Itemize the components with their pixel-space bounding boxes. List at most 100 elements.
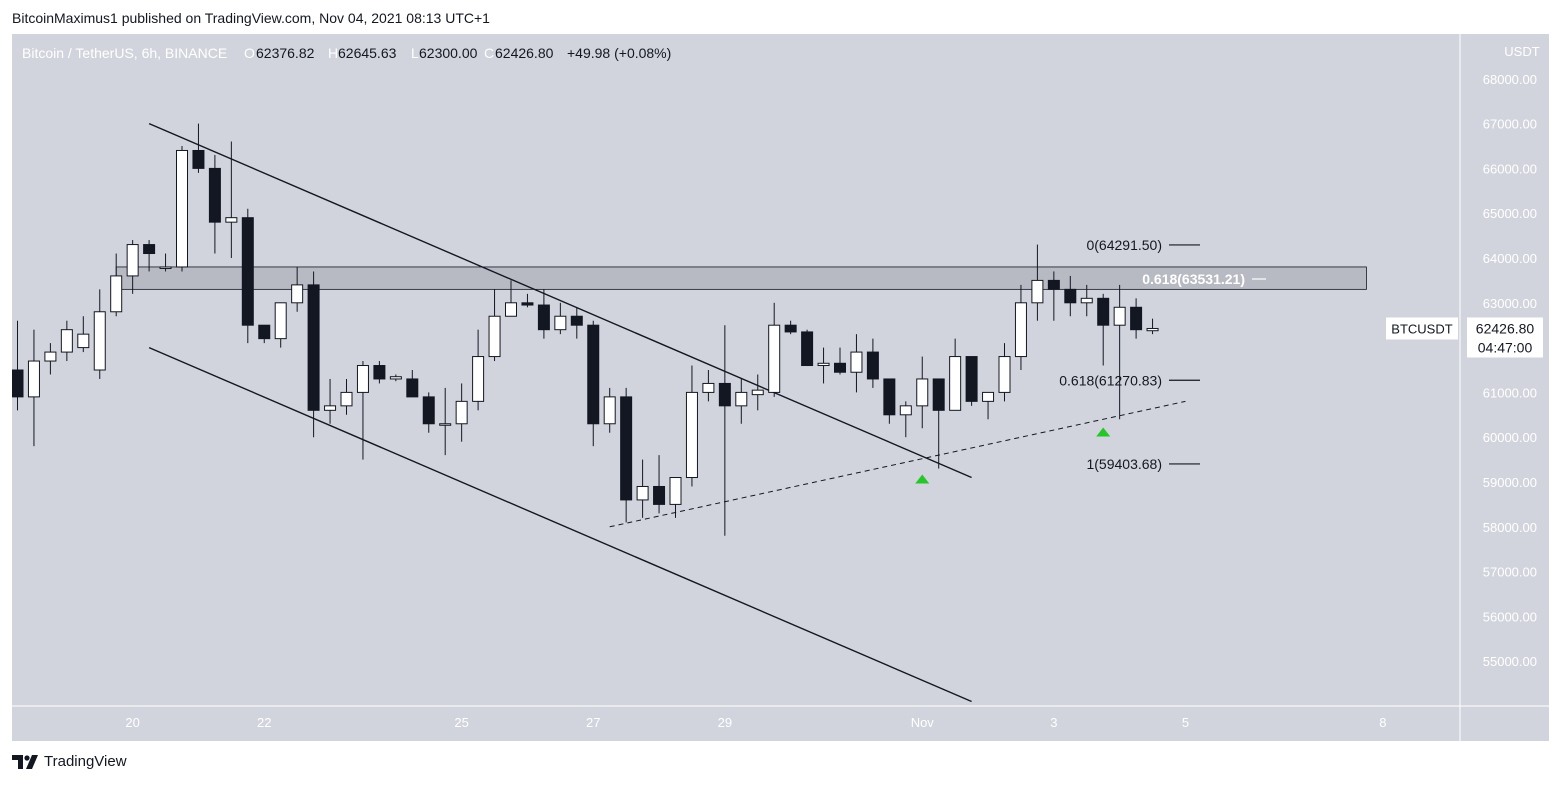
candle[interactable] <box>554 302 567 335</box>
candle[interactable] <box>1113 284 1126 420</box>
candle[interactable] <box>965 356 978 406</box>
candle[interactable] <box>620 387 633 523</box>
candle[interactable] <box>751 374 764 411</box>
candle[interactable] <box>192 123 205 173</box>
candle[interactable] <box>850 334 863 393</box>
candle[interactable] <box>126 240 139 294</box>
candle[interactable] <box>817 347 830 384</box>
candle-body <box>949 356 962 411</box>
channel-line-0[interactable] <box>148 122 972 479</box>
candle-body <box>570 315 583 326</box>
candle[interactable] <box>324 378 337 424</box>
candle[interactable] <box>274 302 287 348</box>
candle-body <box>669 477 682 505</box>
candle-body <box>159 266 172 269</box>
candle[interactable] <box>27 329 40 447</box>
x-tick-label: 20 <box>125 715 139 730</box>
candle[interactable] <box>1080 284 1093 317</box>
candle[interactable] <box>801 329 814 367</box>
candle[interactable] <box>340 378 353 415</box>
candle[interactable] <box>93 289 106 379</box>
candle[interactable] <box>982 391 995 420</box>
candle[interactable] <box>307 271 320 438</box>
candle-body <box>768 324 781 393</box>
candle[interactable] <box>521 293 534 308</box>
fib-label: 1(59403.68) <box>1086 456 1162 472</box>
candle[interactable] <box>373 361 386 384</box>
candle[interactable] <box>60 320 73 362</box>
candle[interactable] <box>422 392 435 433</box>
candle-body <box>603 396 616 425</box>
candle-body <box>1031 279 1044 304</box>
publish-line: BitcoinMaximus1 published on TradingView… <box>12 10 490 26</box>
high-label: H <box>328 45 338 61</box>
candle[interactable] <box>225 141 238 258</box>
candle[interactable] <box>1014 284 1027 370</box>
channel-line-1[interactable] <box>148 346 972 703</box>
candle[interactable] <box>537 289 550 339</box>
candle-body <box>258 324 271 340</box>
fib-label: 0(64291.50) <box>1086 237 1162 253</box>
candle[interactable] <box>916 356 929 429</box>
candle[interactable] <box>356 361 369 460</box>
candle[interactable] <box>1047 271 1060 321</box>
candle[interactable] <box>768 302 781 397</box>
candle[interactable] <box>291 266 304 312</box>
candle[interactable] <box>12 320 24 411</box>
candle[interactable] <box>866 338 879 388</box>
candle[interactable] <box>685 365 698 487</box>
candle[interactable] <box>505 280 517 317</box>
candle[interactable] <box>1064 275 1077 317</box>
candle[interactable] <box>1130 298 1143 339</box>
candle[interactable] <box>998 343 1011 402</box>
candle[interactable] <box>949 338 962 411</box>
candle[interactable] <box>44 343 57 375</box>
candle[interactable] <box>455 383 468 442</box>
candle[interactable] <box>1031 244 1044 321</box>
candle[interactable] <box>653 455 666 514</box>
candle[interactable] <box>1097 293 1110 366</box>
candle[interactable] <box>159 253 172 272</box>
candle[interactable] <box>883 378 896 424</box>
tradingview-logo[interactable]: TradingView <box>12 753 127 770</box>
candlestick-chart[interactable]: 0(64291.50) 0.618(63531.21) 0.618(61270.83… <box>12 34 1549 741</box>
candle[interactable] <box>570 307 583 339</box>
candle[interactable] <box>718 325 731 536</box>
candle-body <box>274 302 287 340</box>
candle-body <box>685 391 698 479</box>
candle[interactable] <box>587 320 600 447</box>
candle[interactable] <box>603 387 616 433</box>
candle[interactable] <box>77 316 90 353</box>
candle[interactable] <box>834 347 846 375</box>
candle[interactable] <box>176 146 188 272</box>
candle[interactable] <box>472 329 485 411</box>
candle-body <box>982 391 995 402</box>
candle[interactable] <box>110 253 123 317</box>
candle[interactable] <box>932 378 945 469</box>
candle[interactable] <box>488 289 501 362</box>
candle[interactable] <box>899 401 912 438</box>
candle-body <box>27 360 40 398</box>
candle[interactable] <box>143 240 156 272</box>
candle-body <box>1146 327 1159 332</box>
candle[interactable] <box>258 324 271 344</box>
candle[interactable] <box>702 370 715 402</box>
chart-area[interactable]: 0(64291.50) 0.618(63531.21) 0.618(61270.83… <box>12 34 1549 741</box>
candle[interactable] <box>735 378 748 424</box>
candle[interactable] <box>669 477 682 518</box>
candle[interactable] <box>636 459 649 518</box>
candle[interactable] <box>208 154 221 254</box>
candle[interactable] <box>784 320 797 335</box>
candle[interactable] <box>1146 318 1159 335</box>
candle[interactable] <box>389 374 402 382</box>
price-axis[interactable] <box>1460 34 1549 741</box>
last-price-value: 62426.80 <box>1476 320 1535 336</box>
last-price-tag <box>1467 317 1543 358</box>
y-tick-label: 56000.00 <box>1483 609 1537 624</box>
tradingview-logo-icon <box>12 754 38 769</box>
y-tick-label: 57000.00 <box>1483 565 1537 580</box>
candle[interactable] <box>439 387 452 456</box>
candle[interactable] <box>241 208 254 344</box>
close-label: C <box>484 45 494 61</box>
candle[interactable] <box>406 370 419 398</box>
